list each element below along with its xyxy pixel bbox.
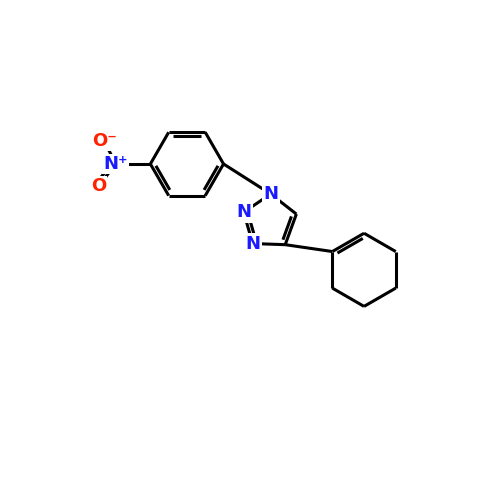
Text: N: N: [263, 185, 278, 203]
Text: O: O: [91, 178, 106, 196]
Text: N⁺: N⁺: [104, 155, 128, 173]
Text: N: N: [236, 203, 251, 221]
Text: O⁻: O⁻: [92, 132, 116, 150]
Text: N: N: [245, 234, 260, 252]
